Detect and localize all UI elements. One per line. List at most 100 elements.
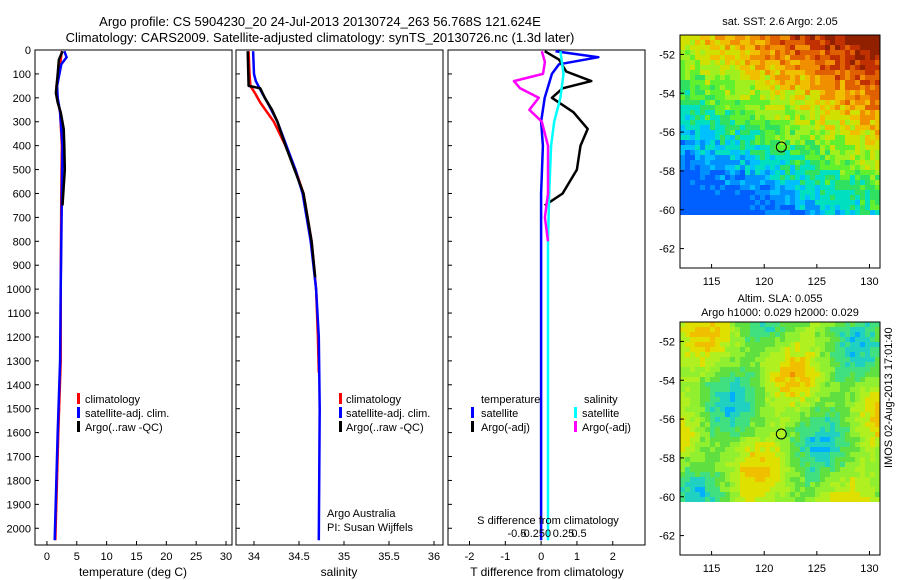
map-cell bbox=[825, 432, 831, 438]
map-cell bbox=[690, 135, 696, 141]
map-cell bbox=[770, 427, 776, 433]
map-cell bbox=[870, 50, 876, 56]
map-cell bbox=[855, 417, 861, 423]
map-cell bbox=[700, 427, 706, 433]
map-cell bbox=[830, 487, 836, 493]
map-cell bbox=[815, 40, 821, 46]
map-cell bbox=[775, 190, 781, 196]
map-cell bbox=[710, 377, 716, 383]
map-cell bbox=[740, 35, 746, 41]
map-cell bbox=[835, 357, 841, 363]
map-cell bbox=[695, 140, 701, 146]
map-cell bbox=[875, 115, 880, 121]
map-cell bbox=[705, 452, 711, 458]
map-cell bbox=[820, 367, 826, 373]
map-cell bbox=[690, 362, 696, 368]
map-cell bbox=[765, 70, 771, 76]
map-cell bbox=[810, 115, 816, 121]
x-tick-label: -1 bbox=[500, 551, 510, 563]
map-cell bbox=[840, 35, 846, 41]
map-cell bbox=[710, 362, 716, 368]
map-cell bbox=[810, 135, 816, 141]
map-cell bbox=[865, 352, 871, 358]
map-cell bbox=[755, 205, 761, 211]
map-cell bbox=[765, 85, 771, 91]
map-cell bbox=[830, 35, 836, 41]
map-x-tick-label: 120 bbox=[755, 563, 773, 575]
map-cell bbox=[700, 342, 706, 348]
map-cell bbox=[765, 397, 771, 403]
map-cell bbox=[725, 155, 731, 161]
map-cell bbox=[740, 50, 746, 56]
map-cell bbox=[820, 105, 826, 111]
map-cell bbox=[795, 130, 801, 136]
map-cell bbox=[710, 417, 716, 423]
map-cell bbox=[735, 40, 741, 46]
map-cell bbox=[770, 497, 776, 502]
map-cell bbox=[795, 412, 801, 418]
map-cell bbox=[845, 412, 851, 418]
map-cell bbox=[795, 357, 801, 363]
map-cell bbox=[845, 40, 851, 46]
map-cell bbox=[820, 130, 826, 136]
map-cell bbox=[720, 397, 726, 403]
map-cell bbox=[680, 372, 686, 378]
map-cell bbox=[790, 160, 796, 166]
map-cell bbox=[825, 185, 831, 191]
map-cell bbox=[835, 462, 841, 468]
map-cell bbox=[775, 200, 781, 206]
map-cell bbox=[760, 492, 766, 498]
map-cell bbox=[740, 125, 746, 131]
map-cell bbox=[855, 70, 861, 76]
map-cell bbox=[840, 80, 846, 86]
map-cell bbox=[715, 115, 721, 121]
map-cell bbox=[685, 392, 691, 398]
map-cell bbox=[700, 382, 706, 388]
map-cell bbox=[775, 327, 781, 333]
map-cell bbox=[725, 70, 731, 76]
map-cell bbox=[695, 387, 701, 393]
map-cell bbox=[860, 417, 866, 423]
map-cell bbox=[855, 402, 861, 408]
map-cell bbox=[810, 195, 816, 201]
map-cell bbox=[795, 165, 801, 171]
map-cell bbox=[860, 327, 866, 333]
map-cell bbox=[740, 422, 746, 428]
map-cell bbox=[785, 50, 791, 56]
map-cell bbox=[830, 185, 836, 191]
map-cell bbox=[760, 382, 766, 388]
map-cell bbox=[850, 462, 856, 468]
map-cell bbox=[790, 347, 796, 353]
map-cell bbox=[840, 457, 846, 463]
map-cell bbox=[760, 120, 766, 126]
map-cell bbox=[725, 377, 731, 383]
map-cell bbox=[740, 90, 746, 96]
depth-tick-label: 2000 bbox=[7, 523, 31, 535]
map-cell bbox=[775, 397, 781, 403]
map-cell bbox=[690, 487, 696, 493]
map-cell bbox=[855, 65, 861, 71]
map-cell bbox=[835, 85, 841, 91]
map-cell bbox=[790, 442, 796, 448]
map-cell bbox=[690, 342, 696, 348]
map-cell bbox=[850, 442, 856, 448]
map-cell bbox=[745, 115, 751, 121]
map-cell bbox=[810, 482, 816, 488]
map-cell bbox=[865, 357, 871, 363]
x-tick-label: 25 bbox=[190, 551, 202, 563]
map-cell bbox=[805, 337, 811, 343]
map-cell bbox=[845, 35, 851, 41]
map-cell bbox=[830, 210, 836, 215]
x-tick-label: 30 bbox=[220, 551, 232, 563]
map-cell bbox=[790, 80, 796, 86]
map-cell bbox=[835, 447, 841, 453]
map-cell bbox=[805, 362, 811, 368]
map-cell bbox=[840, 372, 846, 378]
map-cell bbox=[785, 332, 791, 338]
map-cell bbox=[805, 100, 811, 106]
map-cell bbox=[760, 472, 766, 478]
map-cell bbox=[805, 472, 811, 478]
map-cell bbox=[685, 115, 691, 121]
map-cell bbox=[730, 110, 736, 116]
